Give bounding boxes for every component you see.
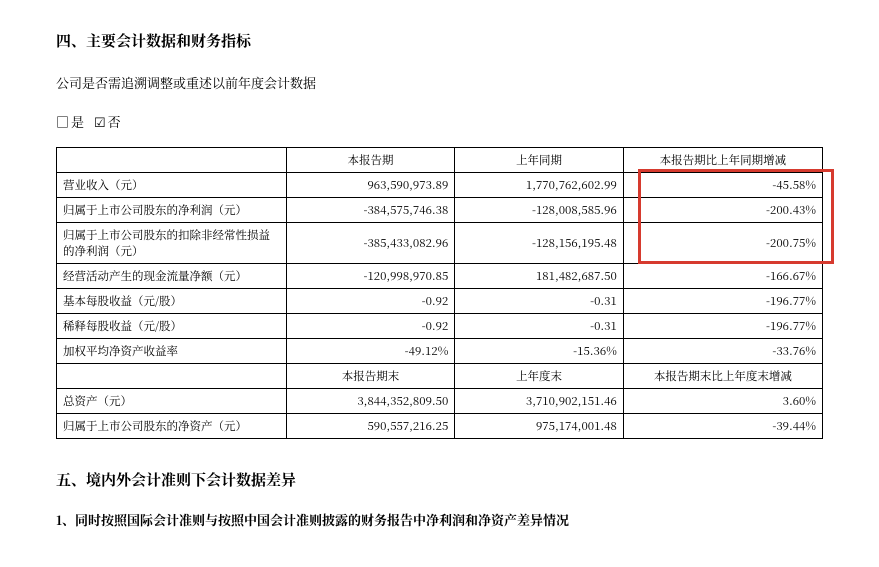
financial-table: 本报告期上年同期本报告期比上年同期增减营业收入（元）963,590,973.89… <box>56 147 823 439</box>
table-header-cell: 本报告期比上年同期增减 <box>623 148 822 173</box>
row-value: -49.12% <box>286 339 455 364</box>
row-label: 基本每股收益（元/股） <box>57 289 287 314</box>
row-label: 加权平均净资产收益率 <box>57 339 287 364</box>
section-4-title: 四、主要会计数据和财务指标 <box>56 30 823 51</box>
row-value: 590,557,216.25 <box>286 414 455 439</box>
table-row: 基本每股收益（元/股）-0.92-0.31-196.77% <box>57 289 823 314</box>
row-value: -0.92 <box>286 314 455 339</box>
table-row: 归属于上市公司股东的净利润（元）-384,575,746.38-128,008,… <box>57 198 823 223</box>
row-value: -128,008,585.96 <box>455 198 624 223</box>
row-value: -385,433,082.96 <box>286 223 455 264</box>
row-value: -196.77% <box>623 314 822 339</box>
section-5-title: 五、境内外会计准则下会计数据差异 <box>56 469 823 490</box>
table-row: 总资产（元）3,844,352,809.503,710,902,151.463.… <box>57 389 823 414</box>
row-value: -120,998,970.85 <box>286 264 455 289</box>
row-label: 归属于上市公司股东的扣除非经常性损益的净利润（元） <box>57 223 287 264</box>
row-value: -33.76% <box>623 339 822 364</box>
row-value: -15.36% <box>455 339 624 364</box>
row-value: 3.60% <box>623 389 822 414</box>
checkbox-no-label: 否 <box>108 112 121 131</box>
table-header-cell <box>57 364 287 389</box>
table-header-cell <box>57 148 287 173</box>
table-row: 归属于上市公司股东的扣除非经常性损益的净利润（元）-385,433,082.96… <box>57 223 823 264</box>
table-row: 归属于上市公司股东的净资产（元）590,557,216.25975,174,00… <box>57 414 823 439</box>
row-value: 963,590,973.89 <box>286 173 455 198</box>
row-value: -200.75% <box>623 223 822 264</box>
row-label: 总资产（元） <box>57 389 287 414</box>
row-label: 经营活动产生的现金流量净额（元） <box>57 264 287 289</box>
checkbox-no-box[interactable]: ☑ <box>94 112 106 131</box>
row-value: -45.58% <box>623 173 822 198</box>
restate-question: 公司是否需追溯调整或重述以前年度会计数据 <box>56 73 823 92</box>
table-header-cell: 上年度末 <box>455 364 624 389</box>
row-label: 稀释每股收益（元/股） <box>57 314 287 339</box>
table-header-cell: 本报告期末比上年度末增减 <box>623 364 822 389</box>
row-label: 营业收入（元） <box>57 173 287 198</box>
row-value: -0.31 <box>455 289 624 314</box>
row-value: 975,174,001.48 <box>455 414 624 439</box>
row-value: -128,156,195.48 <box>455 223 624 264</box>
table-header-cell: 本报告期 <box>286 148 455 173</box>
table-row: 经营活动产生的现金流量净额（元）-120,998,970.85181,482,6… <box>57 264 823 289</box>
table-row: 稀释每股收益（元/股）-0.92-0.31-196.77% <box>57 314 823 339</box>
table-row: 加权平均净资产收益率-49.12%-15.36%-33.76% <box>57 339 823 364</box>
row-label: 归属于上市公司股东的净利润（元） <box>57 198 287 223</box>
table-header-cell: 上年同期 <box>455 148 624 173</box>
table-header-row: 本报告期末上年度末本报告期末比上年度末增减 <box>57 364 823 389</box>
row-value: -196.77% <box>623 289 822 314</box>
row-value: -0.92 <box>286 289 455 314</box>
row-value: -200.43% <box>623 198 822 223</box>
checkbox-yes-label: 是 <box>71 112 84 131</box>
row-value: 1,770,762,602.99 <box>455 173 624 198</box>
checkbox-row: □是 ☑否 <box>56 112 823 131</box>
row-label: 归属于上市公司股东的净资产（元） <box>57 414 287 439</box>
row-value: -166.67% <box>623 264 822 289</box>
table-header-row: 本报告期上年同期本报告期比上年同期增减 <box>57 148 823 173</box>
row-value: -384,575,746.38 <box>286 198 455 223</box>
table-header-cell: 本报告期末 <box>286 364 455 389</box>
row-value: 181,482,687.50 <box>455 264 624 289</box>
table-row: 营业收入（元）963,590,973.891,770,762,602.99-45… <box>57 173 823 198</box>
checkbox-yes-box[interactable]: □ <box>56 112 69 131</box>
row-value: 3,710,902,151.46 <box>455 389 624 414</box>
row-value: -39.44% <box>623 414 822 439</box>
financial-table-wrap: 本报告期上年同期本报告期比上年同期增减营业收入（元）963,590,973.89… <box>56 147 823 439</box>
section-5-sub1: 1、同时按照国际会计准则与按照中国会计准则披露的财务报告中净利润和净资产差异情况 <box>56 510 823 529</box>
row-value: -0.31 <box>455 314 624 339</box>
row-value: 3,844,352,809.50 <box>286 389 455 414</box>
